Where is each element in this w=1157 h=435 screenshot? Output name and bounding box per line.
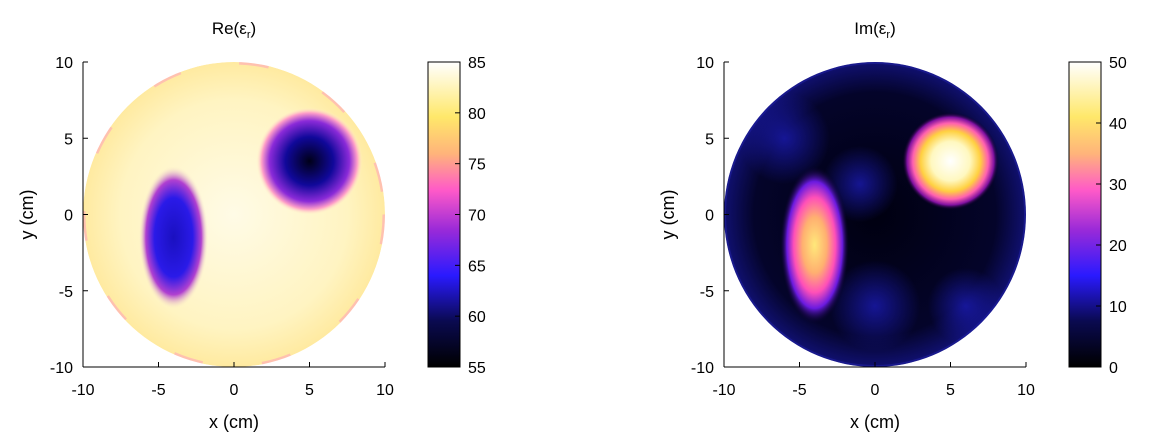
- x-tick-label: -5: [792, 382, 806, 399]
- colorbar: 85 80 75 70 65 60 55: [427, 55, 486, 377]
- colorbar-tick-label: 50: [1109, 55, 1127, 72]
- x-tick-label: 5: [946, 382, 955, 399]
- y-tick-label: -5: [700, 284, 714, 301]
- chart-title: Re(εr): [212, 19, 256, 41]
- x-tick-label: 0: [871, 382, 880, 399]
- y-tick-label: 5: [705, 131, 714, 148]
- heatmap-haze: [829, 260, 921, 352]
- colorbar-tick-label: 0: [1109, 360, 1118, 377]
- y-tick-label: -5: [59, 284, 73, 301]
- colorbar-tick-label: 40: [1109, 116, 1127, 133]
- x-axis-label: x (cm): [850, 412, 900, 432]
- x-tick-label: 10: [1017, 382, 1035, 399]
- x-tick-label: -10: [712, 382, 735, 399]
- y-tick-label: 5: [64, 131, 73, 148]
- heatmap-feature-elongated: [779, 165, 850, 325]
- colorbar-tick-label: 75: [468, 157, 486, 174]
- colorbar-tick-label: 80: [468, 106, 486, 123]
- heatmap-field: [83, 62, 385, 367]
- y-tick-label: 0: [705, 208, 714, 225]
- colorbar-gradient: [1068, 61, 1102, 368]
- colorbar-tick-label: 20: [1109, 238, 1127, 255]
- colorbar: 50 40 30 20 10 0: [1068, 55, 1127, 377]
- heatmap-feature-disk: [902, 112, 999, 210]
- colorbar-tick-label: 30: [1109, 177, 1127, 194]
- y-tick-label: 10: [696, 55, 714, 72]
- y-tick-label: -10: [691, 360, 714, 377]
- x-axis-label: x (cm): [209, 412, 259, 432]
- heatmap-feature-elongated: [138, 165, 209, 310]
- chart-title: Im(εr): [854, 19, 895, 41]
- colorbar-tick-label: 70: [468, 208, 486, 225]
- x-tick-label: 0: [230, 382, 239, 399]
- y-axis-label: y (cm): [658, 190, 678, 240]
- colorbar-tick-label: 10: [1109, 299, 1127, 316]
- x-tick-label: -5: [151, 382, 165, 399]
- panel-1: -10 -5 0 5 10 10 5 0 -5 -10 x (cm) y (cm) Re(εr) 85 80…: [17, 19, 486, 432]
- y-tick-label: -10: [50, 360, 73, 377]
- colorbar-tick-label: 55: [468, 360, 486, 377]
- y-tick-label: 10: [55, 55, 73, 72]
- colorbar-tick-label: 60: [468, 309, 486, 326]
- colorbar-tick-label: 85: [468, 55, 486, 72]
- heatmap-feature-disk: [256, 107, 363, 215]
- y-axis-label: y (cm): [17, 190, 37, 240]
- heatmap-haze: [927, 267, 1004, 345]
- colorbar-tick-label: 65: [468, 258, 486, 275]
- x-tick-label: -10: [71, 382, 94, 399]
- x-tick-label: 10: [376, 382, 394, 399]
- y-tick-label: 0: [64, 208, 73, 225]
- x-tick-label: 5: [305, 382, 314, 399]
- colorbar-gradient: [427, 61, 461, 368]
- heatmap-field: [724, 62, 1026, 367]
